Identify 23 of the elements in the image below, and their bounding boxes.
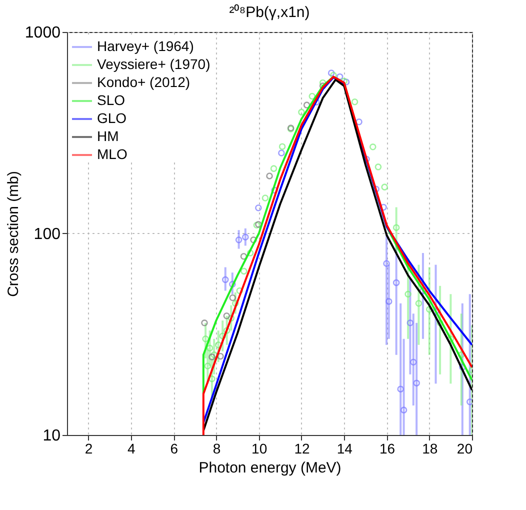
y-tick-label: 10 [42,428,61,444]
legend-label: Harvey+ (1964) [97,38,194,54]
chart-title: ²⁰⁸Pb(γ,x1n) [229,4,310,21]
legend-label: MLO [97,146,128,162]
x-tick-label: 16 [379,440,396,456]
y-tick-label: 100 [34,226,61,243]
y-axis-title: Cross section (mb) [4,171,22,297]
legend-label: Kondo+ (2012) [97,74,190,90]
legend-label: GLO [97,110,127,126]
x-tick-label: 10 [252,440,268,456]
x-tick-label: 20 [456,440,473,456]
x-tick-label: 12 [294,440,310,456]
x-tick-label: 18 [422,440,438,456]
x-tick-label: 4 [128,440,136,456]
x-tick-label: 8 [212,440,221,456]
legend-label: Veyssiere+ (1970) [97,56,210,72]
legend-label: SLO [97,92,126,108]
x-axis-title: Photon energy (MeV) [198,460,342,476]
y-tick-label: 1000 [24,24,61,42]
x-tick-label: 2 [84,440,93,456]
x-tick-label: 6 [170,440,178,456]
x-tick-label: 14 [336,440,353,456]
legend-label: HM [97,128,119,144]
